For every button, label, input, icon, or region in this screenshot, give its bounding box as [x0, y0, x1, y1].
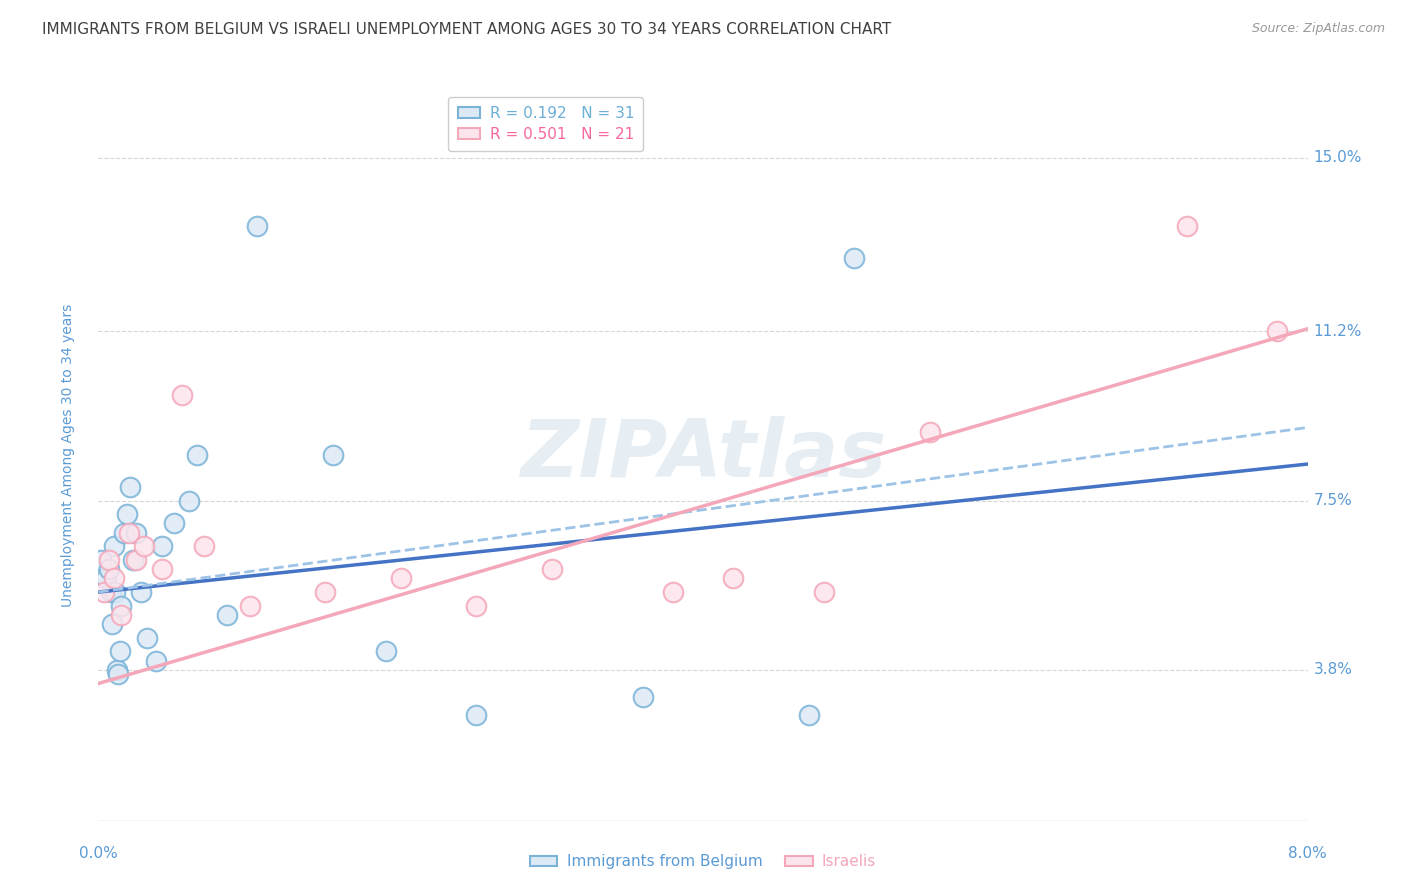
- Text: IMMIGRANTS FROM BELGIUM VS ISRAELI UNEMPLOYMENT AMONG AGES 30 TO 34 YEARS CORREL: IMMIGRANTS FROM BELGIUM VS ISRAELI UNEMP…: [42, 22, 891, 37]
- Point: [1175, 219, 1198, 234]
- Text: ZIPAtlas: ZIPAtlas: [520, 416, 886, 494]
- Point: [125, 553, 148, 567]
- Point: [107, 667, 129, 681]
- Point: [540, 562, 562, 576]
- Point: [374, 644, 396, 658]
- Point: [103, 539, 125, 553]
- Point: [246, 219, 269, 234]
- Point: [122, 553, 145, 567]
- Point: [215, 607, 238, 622]
- Point: [314, 585, 336, 599]
- Point: [94, 571, 117, 585]
- Point: [98, 553, 121, 567]
- Point: [150, 562, 173, 576]
- Point: [465, 599, 488, 613]
- Point: [112, 525, 135, 540]
- Text: 0.0%: 0.0%: [79, 846, 118, 861]
- Point: [135, 631, 157, 645]
- Point: [465, 708, 488, 723]
- Text: 15.0%: 15.0%: [1313, 150, 1362, 165]
- Point: [389, 571, 412, 585]
- Text: 3.8%: 3.8%: [1313, 662, 1353, 677]
- Point: [844, 252, 866, 266]
- Point: [145, 654, 167, 668]
- Point: [918, 425, 941, 439]
- Text: Source: ZipAtlas.com: Source: ZipAtlas.com: [1251, 22, 1385, 36]
- Point: [631, 690, 654, 705]
- Point: [103, 571, 125, 585]
- Point: [797, 708, 820, 723]
- Point: [104, 585, 127, 599]
- Point: [129, 585, 152, 599]
- Point: [120, 480, 142, 494]
- Point: [723, 571, 745, 585]
- Point: [98, 562, 121, 576]
- Point: [193, 539, 215, 553]
- Point: [1267, 325, 1289, 339]
- Point: [170, 388, 193, 402]
- Point: [186, 448, 208, 462]
- Point: [108, 644, 131, 658]
- Point: [239, 599, 262, 613]
- Point: [100, 585, 122, 599]
- Point: [110, 599, 132, 613]
- Point: [90, 553, 112, 567]
- Text: 11.2%: 11.2%: [1313, 324, 1362, 339]
- Point: [163, 516, 186, 531]
- Point: [125, 525, 148, 540]
- Text: 7.5%: 7.5%: [1313, 493, 1353, 508]
- Text: 8.0%: 8.0%: [1288, 846, 1327, 861]
- Legend: Immigrants from Belgium, Israelis: Immigrants from Belgium, Israelis: [524, 848, 882, 875]
- Point: [101, 617, 124, 632]
- Point: [118, 525, 141, 540]
- Point: [179, 493, 201, 508]
- Point: [132, 539, 155, 553]
- Point: [661, 585, 683, 599]
- Point: [93, 585, 115, 599]
- Point: [813, 585, 835, 599]
- Point: [322, 448, 344, 462]
- Legend: R = 0.192   N = 31, R = 0.501   N = 21: R = 0.192 N = 31, R = 0.501 N = 21: [449, 97, 644, 152]
- Point: [150, 539, 173, 553]
- Point: [110, 607, 132, 622]
- Point: [115, 508, 138, 522]
- Y-axis label: Unemployment Among Ages 30 to 34 years: Unemployment Among Ages 30 to 34 years: [60, 303, 75, 607]
- Point: [105, 663, 128, 677]
